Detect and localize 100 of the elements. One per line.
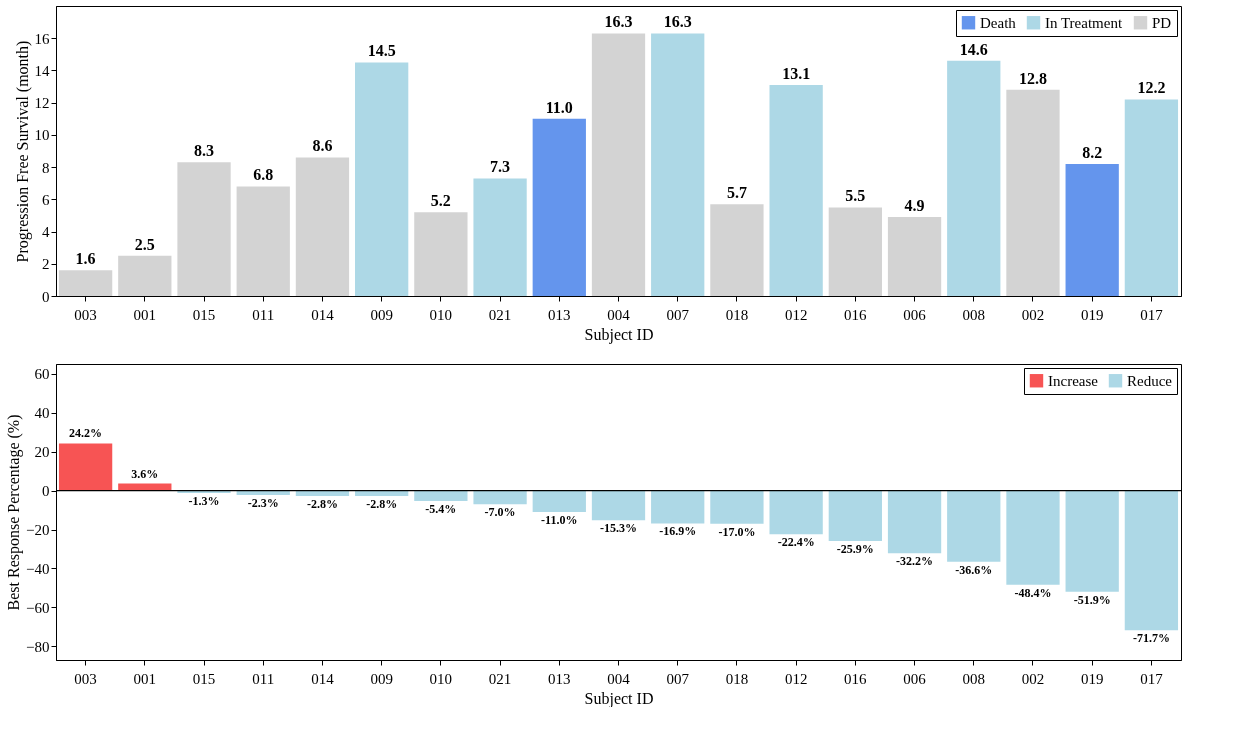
data-label: -32.2%	[896, 554, 934, 569]
data-label: -11.0%	[541, 513, 578, 527]
y-axis-title: Progression Free Survival (month)	[13, 40, 32, 263]
y-tick-label: 10	[34, 127, 50, 144]
data-label: 5.7	[726, 184, 747, 202]
x-tick-label: 011	[252, 670, 275, 687]
data-label: -2.8%	[306, 497, 338, 512]
data-label: 5.2	[430, 192, 451, 210]
x-tick-label: 019	[1080, 306, 1104, 323]
x-tick-label: 015	[192, 670, 216, 687]
data-label: 13.1	[782, 64, 811, 82]
y-tick-label: −60	[26, 599, 50, 616]
x-tick-label: 008	[962, 306, 986, 323]
data-label: -25.9%	[836, 542, 874, 557]
legend-label: Reduce	[1127, 372, 1173, 389]
data-label: 24.2%	[69, 426, 103, 441]
data-label: 8.2	[1082, 143, 1103, 161]
y-tick-label: −80	[26, 638, 50, 655]
data-label: 16.3	[604, 13, 633, 31]
x-tick-label: 011	[252, 306, 275, 323]
x-tick-label: 006	[903, 306, 927, 323]
data-label: -51.9%	[1073, 592, 1111, 607]
y-tick-label: 0	[42, 483, 50, 500]
data-label: -71.7%	[1132, 631, 1170, 646]
y-tick-label: 8	[42, 159, 50, 176]
x-tick-label: 017	[1140, 306, 1164, 323]
x-tick-label: 012	[784, 306, 808, 323]
y-tick-label: 2	[42, 256, 50, 273]
x-tick-label: 006	[903, 670, 927, 687]
y-tick-label: 0	[42, 288, 50, 305]
x-tick-label: 016	[844, 670, 868, 687]
x-tick-label: 010	[429, 306, 453, 323]
x-tick-label: 013	[548, 306, 571, 323]
x-tick-label: 014	[311, 306, 335, 323]
x-tick-label: 009	[370, 306, 393, 323]
x-tick-label: 004	[607, 670, 631, 687]
y-tick-label: 12	[34, 95, 50, 112]
data-label: 14.5	[367, 42, 396, 60]
y-tick-label: 4	[42, 224, 50, 241]
data-label: 4.9	[904, 197, 925, 215]
x-tick-label: 008	[962, 670, 986, 687]
data-label: 1.6	[75, 250, 96, 268]
y-tick-label: 40	[34, 405, 50, 422]
x-axis-title: Subject ID	[584, 325, 654, 344]
y-tick-label: 20	[34, 444, 50, 461]
data-label: -36.6%	[955, 562, 993, 577]
legend-label: In Treatment	[1045, 14, 1123, 31]
data-label: -17.0%	[718, 524, 756, 539]
y-tick-label: 16	[34, 30, 50, 47]
x-tick-label: 016	[844, 306, 868, 323]
x-tick-label: 018	[725, 306, 749, 323]
data-label: -1.3%	[188, 494, 220, 509]
x-tick-label: 010	[429, 670, 453, 687]
data-label: 11.0	[545, 98, 573, 116]
data-label: -48.4%	[1014, 585, 1052, 600]
data-label: 6.8	[253, 166, 274, 184]
data-label: -15.3%	[600, 521, 637, 536]
x-tick-label: 003	[74, 670, 97, 687]
data-label: 2.5	[134, 235, 155, 253]
data-label: 16.3	[663, 13, 692, 31]
x-tick-label: 019	[1080, 670, 1104, 687]
x-tick-label: 021	[488, 306, 512, 323]
x-tick-label: 017	[1140, 670, 1164, 687]
data-label: 12.8	[1018, 69, 1047, 87]
data-label: -16.9%	[659, 524, 697, 539]
data-label: 8.6	[312, 137, 333, 155]
x-tick-label: 001	[133, 670, 157, 687]
legend-label: Increase	[1048, 372, 1099, 389]
x-tick-label: 001	[133, 306, 157, 323]
y-tick-label: 60	[34, 366, 50, 383]
x-tick-label: 009	[370, 670, 393, 687]
data-label: -2.3%	[247, 496, 279, 511]
data-label: 12.2	[1137, 79, 1166, 97]
legend-label: Death	[980, 14, 1017, 31]
x-tick-label: 007	[666, 670, 690, 687]
data-label: 8.3	[194, 142, 215, 160]
y-tick-label: 14	[34, 62, 50, 79]
x-tick-label: 002	[1021, 670, 1045, 687]
x-tick-label: 021	[488, 670, 512, 687]
data-label: -2.8%	[366, 497, 398, 512]
data-label: 3.6%	[131, 466, 159, 481]
data-label: -7.0%	[484, 505, 516, 520]
data-label: -5.4%	[425, 502, 457, 517]
x-tick-label: 015	[192, 306, 216, 323]
legend-label: PD	[1152, 14, 1172, 31]
x-tick-label: 014	[311, 670, 335, 687]
y-axis-title: Best Response Percentage (%)	[5, 414, 24, 611]
data-label: 14.6	[959, 40, 988, 58]
x-tick-label: 004	[607, 306, 631, 323]
y-tick-label: 6	[42, 191, 50, 208]
x-tick-label: 003	[74, 306, 97, 323]
x-tick-label: 013	[548, 670, 571, 687]
x-tick-label: 002	[1021, 306, 1045, 323]
data-label: 7.3	[490, 158, 511, 176]
x-tick-label: 012	[784, 670, 808, 687]
x-tick-label: 007	[666, 306, 690, 323]
data-label: -22.4%	[777, 535, 815, 550]
x-axis-title: Subject ID	[584, 689, 654, 708]
y-tick-label: −20	[26, 522, 50, 539]
y-tick-label: −40	[26, 560, 50, 577]
